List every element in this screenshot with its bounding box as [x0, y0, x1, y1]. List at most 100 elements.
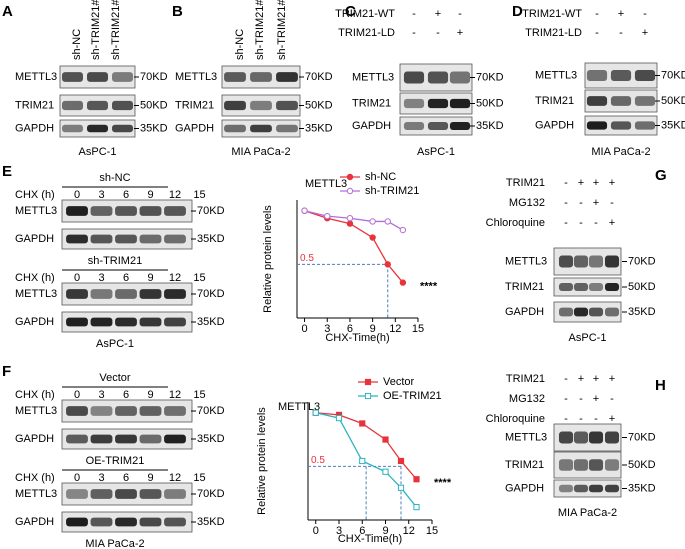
band [276, 72, 298, 82]
band [164, 206, 186, 216]
band [588, 459, 604, 471]
band [250, 100, 272, 111]
protein-label: GAPDH [15, 433, 54, 445]
band [139, 206, 162, 216]
condition-sign: + [642, 27, 648, 39]
band [66, 289, 88, 299]
x-axis-label: CHX-Time(h) [338, 533, 402, 545]
time-label: 3 [98, 472, 104, 484]
band [610, 96, 632, 106]
size-label: 35KD [476, 120, 504, 132]
protein-label: GAPDH [15, 316, 54, 328]
panel-letter: F [2, 363, 11, 380]
band [164, 489, 186, 499]
band [224, 72, 246, 82]
time-label: 6 [123, 272, 129, 284]
band [588, 431, 604, 444]
condition-sign: - [579, 217, 583, 229]
time-label: 3 [98, 272, 104, 284]
size-label: 50KD [628, 459, 656, 471]
time-label: 15 [193, 472, 205, 484]
band [573, 307, 589, 317]
condition-sign: + [609, 217, 615, 229]
time-label: 15 [193, 272, 205, 284]
size-label: 35KD [140, 122, 168, 134]
band [90, 206, 113, 216]
band [586, 70, 608, 81]
band [139, 434, 162, 444]
data-point [346, 220, 354, 227]
x-tick-label: 6 [359, 525, 365, 537]
band [90, 517, 113, 527]
time-header: CHX (h) [15, 189, 55, 201]
band [139, 406, 162, 416]
panel-letter: A [2, 3, 13, 20]
column-label: sh-TRIM21#2 [276, 0, 288, 60]
reference-label: 0.5 [311, 455, 325, 466]
band [573, 484, 589, 493]
size-label: 70KD [661, 69, 685, 81]
band [610, 70, 632, 81]
column-label: sh-NC [71, 29, 83, 60]
band [224, 100, 246, 111]
size-label: 70KD [197, 488, 225, 500]
band [62, 100, 83, 111]
protein-label: GAPDH [505, 306, 544, 318]
condition-sign: - [458, 8, 462, 20]
time-label: 12 [169, 189, 181, 201]
band [66, 206, 88, 216]
size-label: 70KD [628, 431, 656, 443]
x-tick-label: 15 [426, 525, 438, 537]
band [164, 289, 186, 299]
band [62, 124, 83, 133]
band [427, 98, 449, 109]
protein-label: GAPDH [15, 122, 54, 134]
cell-line-caption: AsPC-1 [96, 338, 134, 350]
legend-marker [364, 392, 372, 400]
condition-sign: - [564, 393, 568, 405]
band [403, 71, 425, 84]
condition-label: MG132 [509, 393, 545, 405]
time-label: 9 [147, 389, 153, 401]
band [558, 431, 574, 444]
band [112, 124, 133, 133]
size-label: 50KD [661, 95, 685, 107]
condition-label: TRIM21 [506, 373, 545, 385]
x-tick-label: 0 [313, 525, 319, 537]
condition-sign: - [564, 413, 568, 425]
condition-sign: - [610, 393, 614, 405]
condition-sign: - [595, 8, 599, 20]
condition-label: TRIM21-WT [522, 8, 582, 20]
band [604, 431, 620, 444]
band [558, 307, 574, 317]
condition-sign: + [609, 177, 615, 189]
size-label: 50KD [476, 97, 504, 109]
data-point [382, 468, 389, 475]
column-label: sh-TRIM21#1 [254, 0, 266, 60]
band [634, 96, 656, 106]
condition-label: MG132 [509, 197, 545, 209]
series-line [304, 210, 404, 284]
cell-line-caption: MIA PaCa-2 [591, 146, 650, 158]
protein-label: GAPDH [175, 122, 214, 134]
band [66, 317, 88, 327]
size-label: 70KD [476, 71, 504, 83]
time-label: 0 [74, 472, 80, 484]
band [66, 489, 88, 499]
band [164, 406, 186, 416]
protein-label: METTL3 [352, 71, 394, 83]
band [604, 255, 620, 268]
band [90, 234, 113, 244]
protein-label: GAPDH [505, 482, 544, 494]
band [90, 434, 113, 444]
protein-label: TRIM21 [505, 281, 544, 293]
band [224, 124, 246, 133]
band [586, 121, 608, 130]
size-label: 35KD [661, 119, 685, 131]
panel-letter: C [345, 3, 356, 20]
time-label: 0 [74, 272, 80, 284]
protein-label: TRIM21 [535, 95, 574, 107]
time-label: 12 [169, 472, 181, 484]
size-label: 70KD [305, 71, 333, 83]
band [115, 406, 137, 416]
